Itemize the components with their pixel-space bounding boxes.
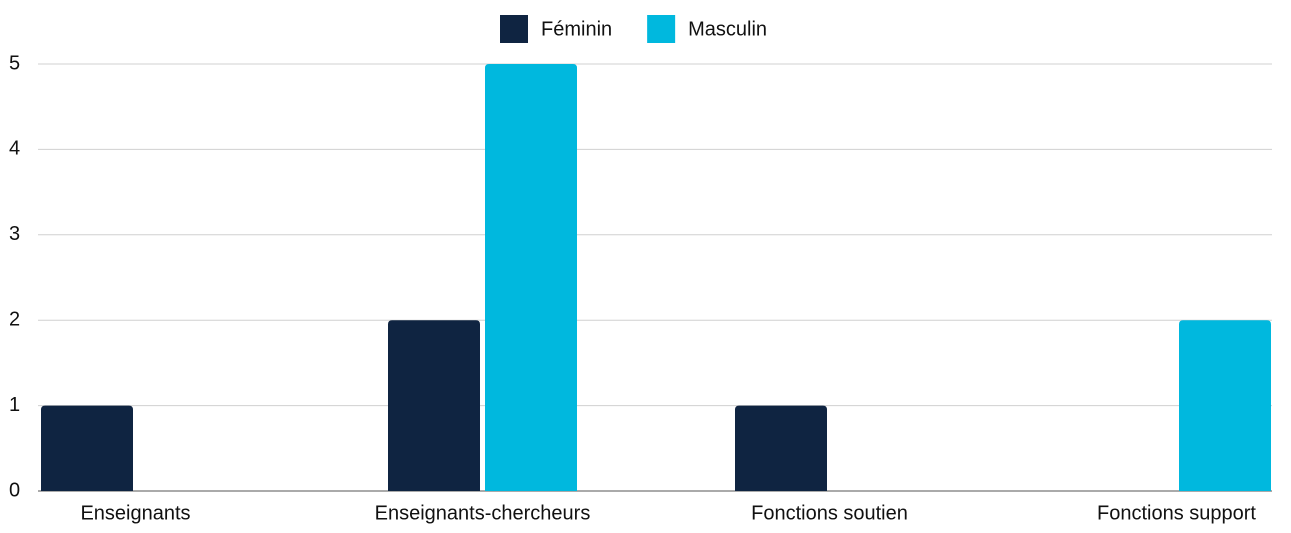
bar <box>485 64 577 491</box>
x-tick-label: Fonctions support <box>1097 502 1256 524</box>
x-tick-label: Fonctions soutien <box>751 502 908 524</box>
x-tick-label: Enseignants-chercheurs <box>375 502 591 524</box>
x-tick-label: Enseignants <box>80 502 190 524</box>
bar <box>41 405 133 491</box>
y-tick-label: 5 <box>9 52 20 74</box>
legend-swatch <box>647 15 676 43</box>
bar <box>1179 320 1271 491</box>
y-tick-label: 0 <box>9 479 20 501</box>
bar <box>388 320 480 491</box>
bar <box>735 405 827 491</box>
legend-swatch <box>500 15 528 43</box>
y-tick-label: 4 <box>9 138 20 160</box>
y-tick-label: 1 <box>9 394 20 416</box>
legend-label: Masculin <box>688 18 767 40</box>
legend-label: Féminin <box>541 18 612 40</box>
y-tick-label: 2 <box>9 308 20 330</box>
y-tick-label: 3 <box>9 223 20 245</box>
